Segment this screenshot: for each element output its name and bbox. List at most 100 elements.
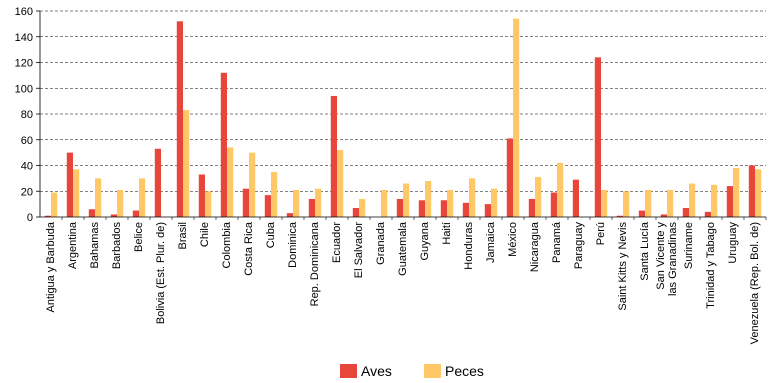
bar-peces [117,189,124,217]
bar-peces [733,168,740,217]
svg-text:Brasil: Brasil [177,222,189,250]
bar-aves [132,210,139,217]
svg-text:Costa Rica: Costa Rica [243,221,255,276]
x-tick-label: Suriname [683,222,695,269]
bar-peces [447,189,454,217]
bar-aves [594,57,601,217]
x-tick-label: Costa Rica [243,221,255,276]
x-tick-label: Trinidad y Tabago [705,222,717,309]
y-tick-label: 60 [21,135,33,147]
svg-text:Venezuela (Rep. Bol. de): Venezuela (Rep. Bol. de) [749,222,761,344]
bar-aves [462,202,469,217]
svg-text:Trinidad y Tabago: Trinidad y Tabago [705,222,717,309]
bar-aves [726,186,733,217]
x-tick-label: Bolivia (Est. Plur. de) [155,222,167,324]
bar-peces [271,171,278,217]
x-tick-label: Dominica [287,221,299,268]
bar-peces [535,177,542,217]
bar-aves [418,200,425,217]
svg-text:Paraguay: Paraguay [573,222,585,270]
legend-swatch-aves [340,364,357,378]
bar-peces [755,169,762,217]
bar-aves [110,214,117,217]
bar-aves [484,204,491,217]
bar-peces [73,169,80,217]
x-tick-label: Brasil [177,222,189,250]
x-tick-label: Saint Kitts y Nevis [617,222,629,311]
bar-peces [51,192,58,217]
svg-text:Belice: Belice [133,222,145,252]
y-tick-label: 100 [15,83,33,95]
x-tick-label: Jamaica [485,221,497,263]
legend-label-peces: Peces [445,363,484,379]
svg-text:El Salvador: El Salvador [353,222,365,279]
bar-peces [183,110,190,217]
bar-peces [227,147,234,217]
legend-swatch-peces [424,364,441,378]
bar-peces [557,162,564,217]
x-tick-label: México [507,222,519,257]
svg-text:Ecuador: Ecuador [331,222,343,263]
svg-text:Colombia: Colombia [221,221,233,268]
bar-aves [550,192,557,217]
bar-aves [66,152,73,217]
svg-text:Bolivia (Est. Plur. de): Bolivia (Est. Plur. de) [155,222,167,324]
svg-text:Guyana: Guyana [419,221,431,260]
x-tick-label: Rep. Dominicana [309,221,321,306]
svg-text:Uruguay: Uruguay [727,222,739,264]
x-axis: Antigua y Barbuda Argentina Bahamas Barbado… [40,216,767,344]
bar-aves [440,200,447,217]
svg-text:Dominica: Dominica [287,221,299,268]
svg-text:Bahamas: Bahamas [89,222,101,269]
bar-aves [330,95,337,217]
x-tick-label: Guatemala [397,221,409,276]
bar-aves [308,198,315,217]
bars [44,18,762,217]
bar-peces [491,188,498,217]
bar-peces [95,178,102,217]
bar-peces [689,183,696,217]
x-tick-label: Granada [375,221,387,265]
svg-text:Chile: Chile [199,222,211,247]
svg-text:Barbados: Barbados [111,222,123,270]
bar-aves [154,148,161,217]
bar-peces [711,184,718,217]
bar-aves [88,209,95,217]
bar-aves [176,21,183,217]
svg-text:Jamaica: Jamaica [485,221,497,263]
x-tick-label: Argentina [67,221,79,269]
x-tick-label: Uruguay [727,222,739,264]
x-tick-label: San Vicente y las Granadinas [655,222,679,296]
svg-text:Saint Kitts y Nevis: Saint Kitts y Nevis [617,222,629,311]
x-tick-label: Ecuador [331,222,343,263]
svg-text:Granada: Granada [375,221,387,265]
bar-aves [660,214,667,217]
y-tick-label: 120 [15,58,33,70]
bar-aves [198,174,205,217]
bar-peces [403,183,410,217]
bar-aves [616,215,623,217]
x-tick-label: Haití [441,222,453,245]
bar-peces [667,189,674,217]
bar-aves [572,179,579,217]
bar-peces [359,198,366,217]
bar-peces [205,191,212,217]
svg-text:San Vicente y: San Vicente y [655,222,667,290]
x-tick-label: Barbados [111,222,123,270]
x-tick-label: Perú [595,222,607,245]
y-tick-label: 160 [15,6,33,18]
svg-text:Santa Lucía: Santa Lucía [639,221,651,281]
x-tick-label: Colombia [221,221,233,268]
bar-peces [623,191,630,217]
svg-text:Antigua y Barbuda: Antigua y Barbuda [45,221,57,312]
bar-peces [601,189,608,217]
bar-aves [748,165,755,217]
bar-aves [264,195,271,217]
svg-text:Cuba: Cuba [265,221,277,248]
bar-peces [381,189,388,217]
bar-aves [44,215,51,217]
svg-text:Haití: Haití [441,222,453,245]
svg-text:Honduras: Honduras [463,222,475,270]
x-tick-label: Panamá [551,221,563,263]
